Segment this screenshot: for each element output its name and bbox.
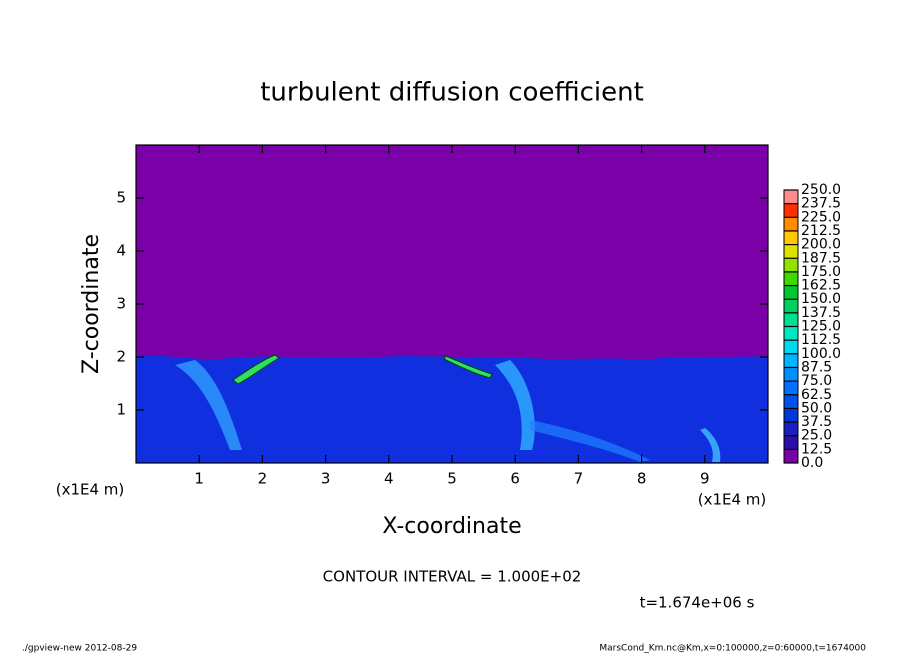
x-tick-label: 8 <box>637 470 647 488</box>
x-tick-label: 3 <box>321 470 331 488</box>
footer-right: MarsCond_Km.nc@Km,x=0:100000,z=0:60000,t… <box>599 644 866 654</box>
colorbar-label: 75.0 <box>801 373 832 389</box>
colorbar-segment <box>784 230 798 245</box>
x-axis-title: X-coordinate <box>382 514 521 539</box>
colorbar-label: 150.0 <box>801 291 841 307</box>
chart-title: turbulent diffusion coefficient <box>260 78 644 108</box>
footer-left: ./gpview-new 2012-08-29 <box>22 644 137 654</box>
colorbar-segment <box>784 449 798 463</box>
colorbar-label: 187.5 <box>801 250 841 266</box>
field-swirl <box>495 360 535 450</box>
colorbar-label: 112.5 <box>801 332 841 348</box>
colorbar-label: 62.5 <box>801 387 832 403</box>
colorbar-label: 237.5 <box>801 196 841 212</box>
colorbar-segment <box>784 435 798 450</box>
y-tick-label: 1 <box>116 401 126 419</box>
colorbar-label: 212.5 <box>801 223 841 239</box>
colorbar-label: 87.5 <box>801 359 832 375</box>
colorbar-segment <box>784 312 798 327</box>
colorbar-segment <box>784 190 798 204</box>
colorbar-label: 125.0 <box>801 319 841 335</box>
field-blob <box>443 355 493 379</box>
colorbar-segment <box>784 381 798 395</box>
colorbar-segment <box>784 367 798 382</box>
colorbar-segment <box>784 394 798 409</box>
field-blob <box>232 354 280 385</box>
colorbar-segment <box>784 422 798 436</box>
time-label: t=1.674e+06 s <box>640 594 755 612</box>
colorbar-segment <box>784 285 798 300</box>
colorbar-label: 250.0 <box>801 182 841 198</box>
y-tick-label: 3 <box>116 295 126 313</box>
colorbar-label: 162.5 <box>801 278 841 294</box>
y-axis-title: Z-coordinate <box>79 234 104 374</box>
x-tick-label: 2 <box>258 470 268 488</box>
field <box>136 145 768 463</box>
colorbar-label: 37.5 <box>801 414 832 430</box>
colorbar-segment <box>784 258 798 272</box>
field-region <box>136 355 768 463</box>
colorbar-label: 50.0 <box>801 400 832 416</box>
colorbar-segment <box>784 326 798 341</box>
colorbar-label: 0.0 <box>801 455 823 471</box>
x-unit-label: (x1E4 m) <box>698 491 767 509</box>
colorbar-label: 200.0 <box>801 237 841 253</box>
colorbar-segment <box>784 271 798 286</box>
colorbar-segment <box>784 217 798 231</box>
colorbar-label: 25.0 <box>801 428 832 444</box>
colorbar-label: 12.5 <box>801 441 832 457</box>
x-tick-label: 6 <box>510 470 520 488</box>
field-swirl <box>700 428 721 462</box>
colorbar-label: 100.0 <box>801 346 841 362</box>
y-tick-label: 5 <box>116 189 126 207</box>
y-tick-label: 4 <box>116 242 126 260</box>
x-tick-label: 7 <box>574 470 584 488</box>
field-swirl <box>175 360 242 450</box>
contour-interval: CONTOUR INTERVAL = 1.000E+02 <box>323 568 582 586</box>
y-tick-label: 2 <box>116 348 126 366</box>
colorbar-label: 175.0 <box>801 264 841 280</box>
colorbar-segment <box>784 340 798 354</box>
x-unit-label: (x1E4 m) <box>56 481 125 499</box>
x-tick-label: 5 <box>447 470 457 488</box>
colorbar-segment <box>784 244 798 259</box>
colorbar-segment <box>784 203 798 218</box>
colorbar-segment <box>784 353 798 368</box>
colorbar-label: 137.5 <box>801 305 841 321</box>
field-swirl <box>530 420 650 462</box>
colorbar-segment <box>784 408 798 423</box>
colorbar-segment <box>784 299 798 313</box>
x-tick-label: 4 <box>384 470 394 488</box>
x-tick-label: 9 <box>700 470 710 488</box>
colorbar-label: 225.0 <box>801 209 841 225</box>
x-tick-label: 1 <box>194 470 204 488</box>
